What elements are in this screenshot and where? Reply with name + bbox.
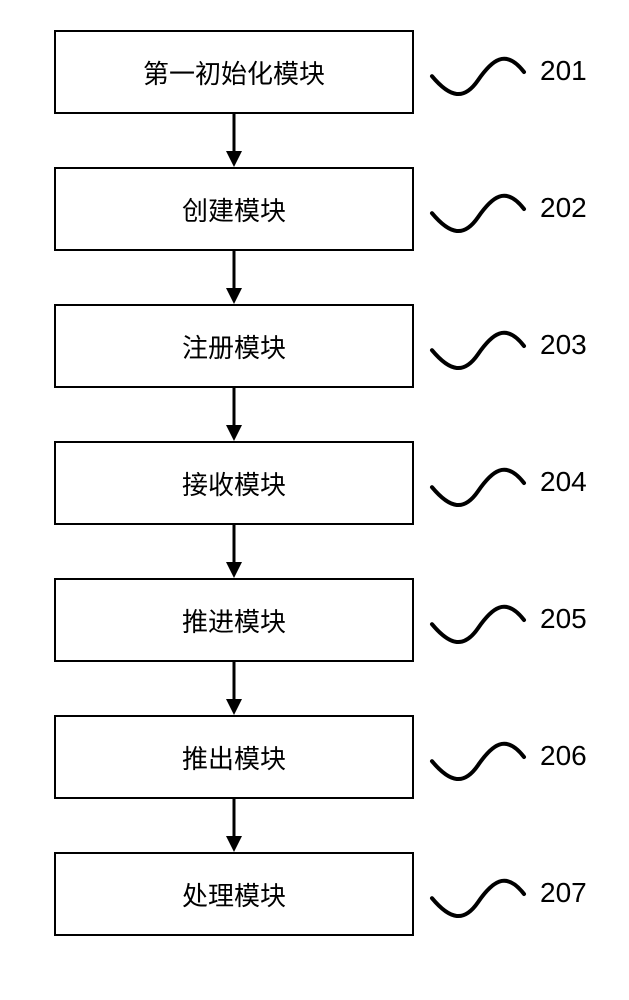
flowchart-node: 推进模块 xyxy=(54,578,414,662)
flowchart-node: 接收模块 xyxy=(54,441,414,525)
ref-label: 206 xyxy=(540,740,587,772)
node-label: 处理模块 xyxy=(182,876,286,913)
flowchart-node: 第一初始化模块 xyxy=(54,30,414,114)
ref-label: 204 xyxy=(540,466,587,498)
node-label: 接收模块 xyxy=(182,465,286,502)
ref-label: 202 xyxy=(540,192,587,224)
ref-label: 201 xyxy=(540,55,587,87)
ref-label: 207 xyxy=(540,877,587,909)
node-label: 注册模块 xyxy=(182,328,286,365)
flowchart-node: 推出模块 xyxy=(54,715,414,799)
flowchart-node: 注册模块 xyxy=(54,304,414,388)
ref-label: 205 xyxy=(540,603,587,635)
node-label: 创建模块 xyxy=(182,191,286,228)
ref-label: 203 xyxy=(540,329,587,361)
node-label: 推进模块 xyxy=(182,602,286,639)
flowchart-canvas: 第一初始化模块 创建模块 注册模块 接收模块 推进模块 推出模块 处理模块 20… xyxy=(0,0,629,1000)
flowchart-node: 创建模块 xyxy=(54,167,414,251)
node-label: 推出模块 xyxy=(182,739,286,776)
flowchart-node: 处理模块 xyxy=(54,852,414,936)
node-label: 第一初始化模块 xyxy=(143,54,325,91)
